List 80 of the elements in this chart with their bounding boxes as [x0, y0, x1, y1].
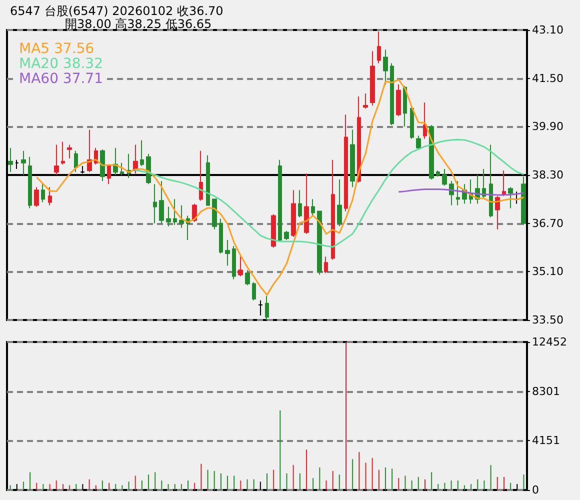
candlestick [212, 198, 217, 230]
candlestick [232, 245, 236, 280]
chart-subtitle: 開38.00 高38.25 低36.65 [65, 17, 212, 31]
y-tick-label: 39.90 [532, 120, 564, 134]
y-tick-label: 33.50 [532, 314, 564, 326]
candlestick [120, 162, 124, 176]
candlestick [206, 154, 210, 206]
candlestick [107, 164, 111, 185]
candlestick [489, 144, 493, 218]
candlestick [278, 159, 282, 242]
candlestick [324, 256, 328, 274]
candlestick [74, 150, 78, 172]
candlestick [21, 150, 26, 176]
candlestick [8, 147, 13, 172]
candlestick [179, 204, 184, 228]
candlestick [238, 256, 243, 277]
candlestick [159, 180, 164, 224]
candlestick [245, 270, 250, 286]
candlestick [495, 196, 500, 230]
candlestick [252, 282, 256, 301]
candlestick [265, 295, 269, 320]
candlestick [284, 230, 289, 240]
candlestick [258, 300, 263, 316]
text: MA5 37.56 [19, 41, 94, 57]
y-tick-label: 36.70 [532, 216, 564, 230]
text: MA60 37.71 [19, 71, 103, 87]
y-tick-label: 38.30 [532, 168, 564, 182]
candlestick [67, 144, 72, 159]
candlestick [370, 50, 375, 106]
y-tick-label: 43.10 [532, 24, 564, 36]
candlestick [423, 102, 427, 140]
candlestick [28, 156, 32, 209]
candlestick [304, 172, 309, 234]
candlestick [344, 114, 348, 212]
y-tick-label: 12452 [532, 336, 567, 348]
candlestick [153, 184, 157, 224]
candlestick [521, 176, 526, 226]
candlestick [34, 186, 39, 208]
candlestick [225, 239, 230, 266]
candlestick [100, 148, 105, 182]
candlestick [357, 96, 361, 184]
candlestick [271, 214, 276, 248]
candlestick [311, 198, 315, 216]
line-series [134, 138, 524, 248]
candlestick [390, 62, 394, 126]
candlestick [508, 186, 513, 209]
candlestick [377, 31, 381, 64]
candlestick [166, 206, 171, 227]
candlestick [331, 159, 335, 260]
candlestick [219, 218, 223, 254]
candlestick [298, 190, 302, 218]
candlestick [410, 106, 414, 140]
candlestick [173, 198, 177, 226]
candlestick [350, 129, 355, 188]
candlestick [87, 129, 92, 172]
candlestick [291, 190, 296, 238]
candlestick [15, 159, 19, 170]
y-tick-label: 0 [532, 484, 539, 496]
candlestick [41, 184, 45, 203]
y-tick-label: 41.50 [532, 72, 564, 85]
candlestick [337, 179, 342, 227]
candlestick [199, 150, 203, 202]
candlestick [317, 210, 322, 276]
candlestick [363, 92, 368, 110]
candlestick [140, 140, 144, 166]
candlestick [456, 180, 460, 206]
candlestick [383, 49, 388, 85]
candlestick [403, 85, 407, 128]
candlestick [54, 144, 59, 176]
y-tick-label: 35.10 [532, 265, 564, 278]
y-tick-label: 4151 [532, 434, 560, 448]
y-tick-label: 8301 [532, 384, 560, 398]
candlestick [48, 186, 52, 206]
candlestick [436, 170, 440, 178]
candlestick [442, 168, 447, 186]
candlestick [396, 84, 401, 117]
chart-title: 6547 台股(6547) 20260102 收36.70 [10, 4, 224, 18]
text: MA20 38.32 [19, 56, 103, 72]
candlestick [416, 135, 421, 150]
candlestick [61, 141, 65, 165]
